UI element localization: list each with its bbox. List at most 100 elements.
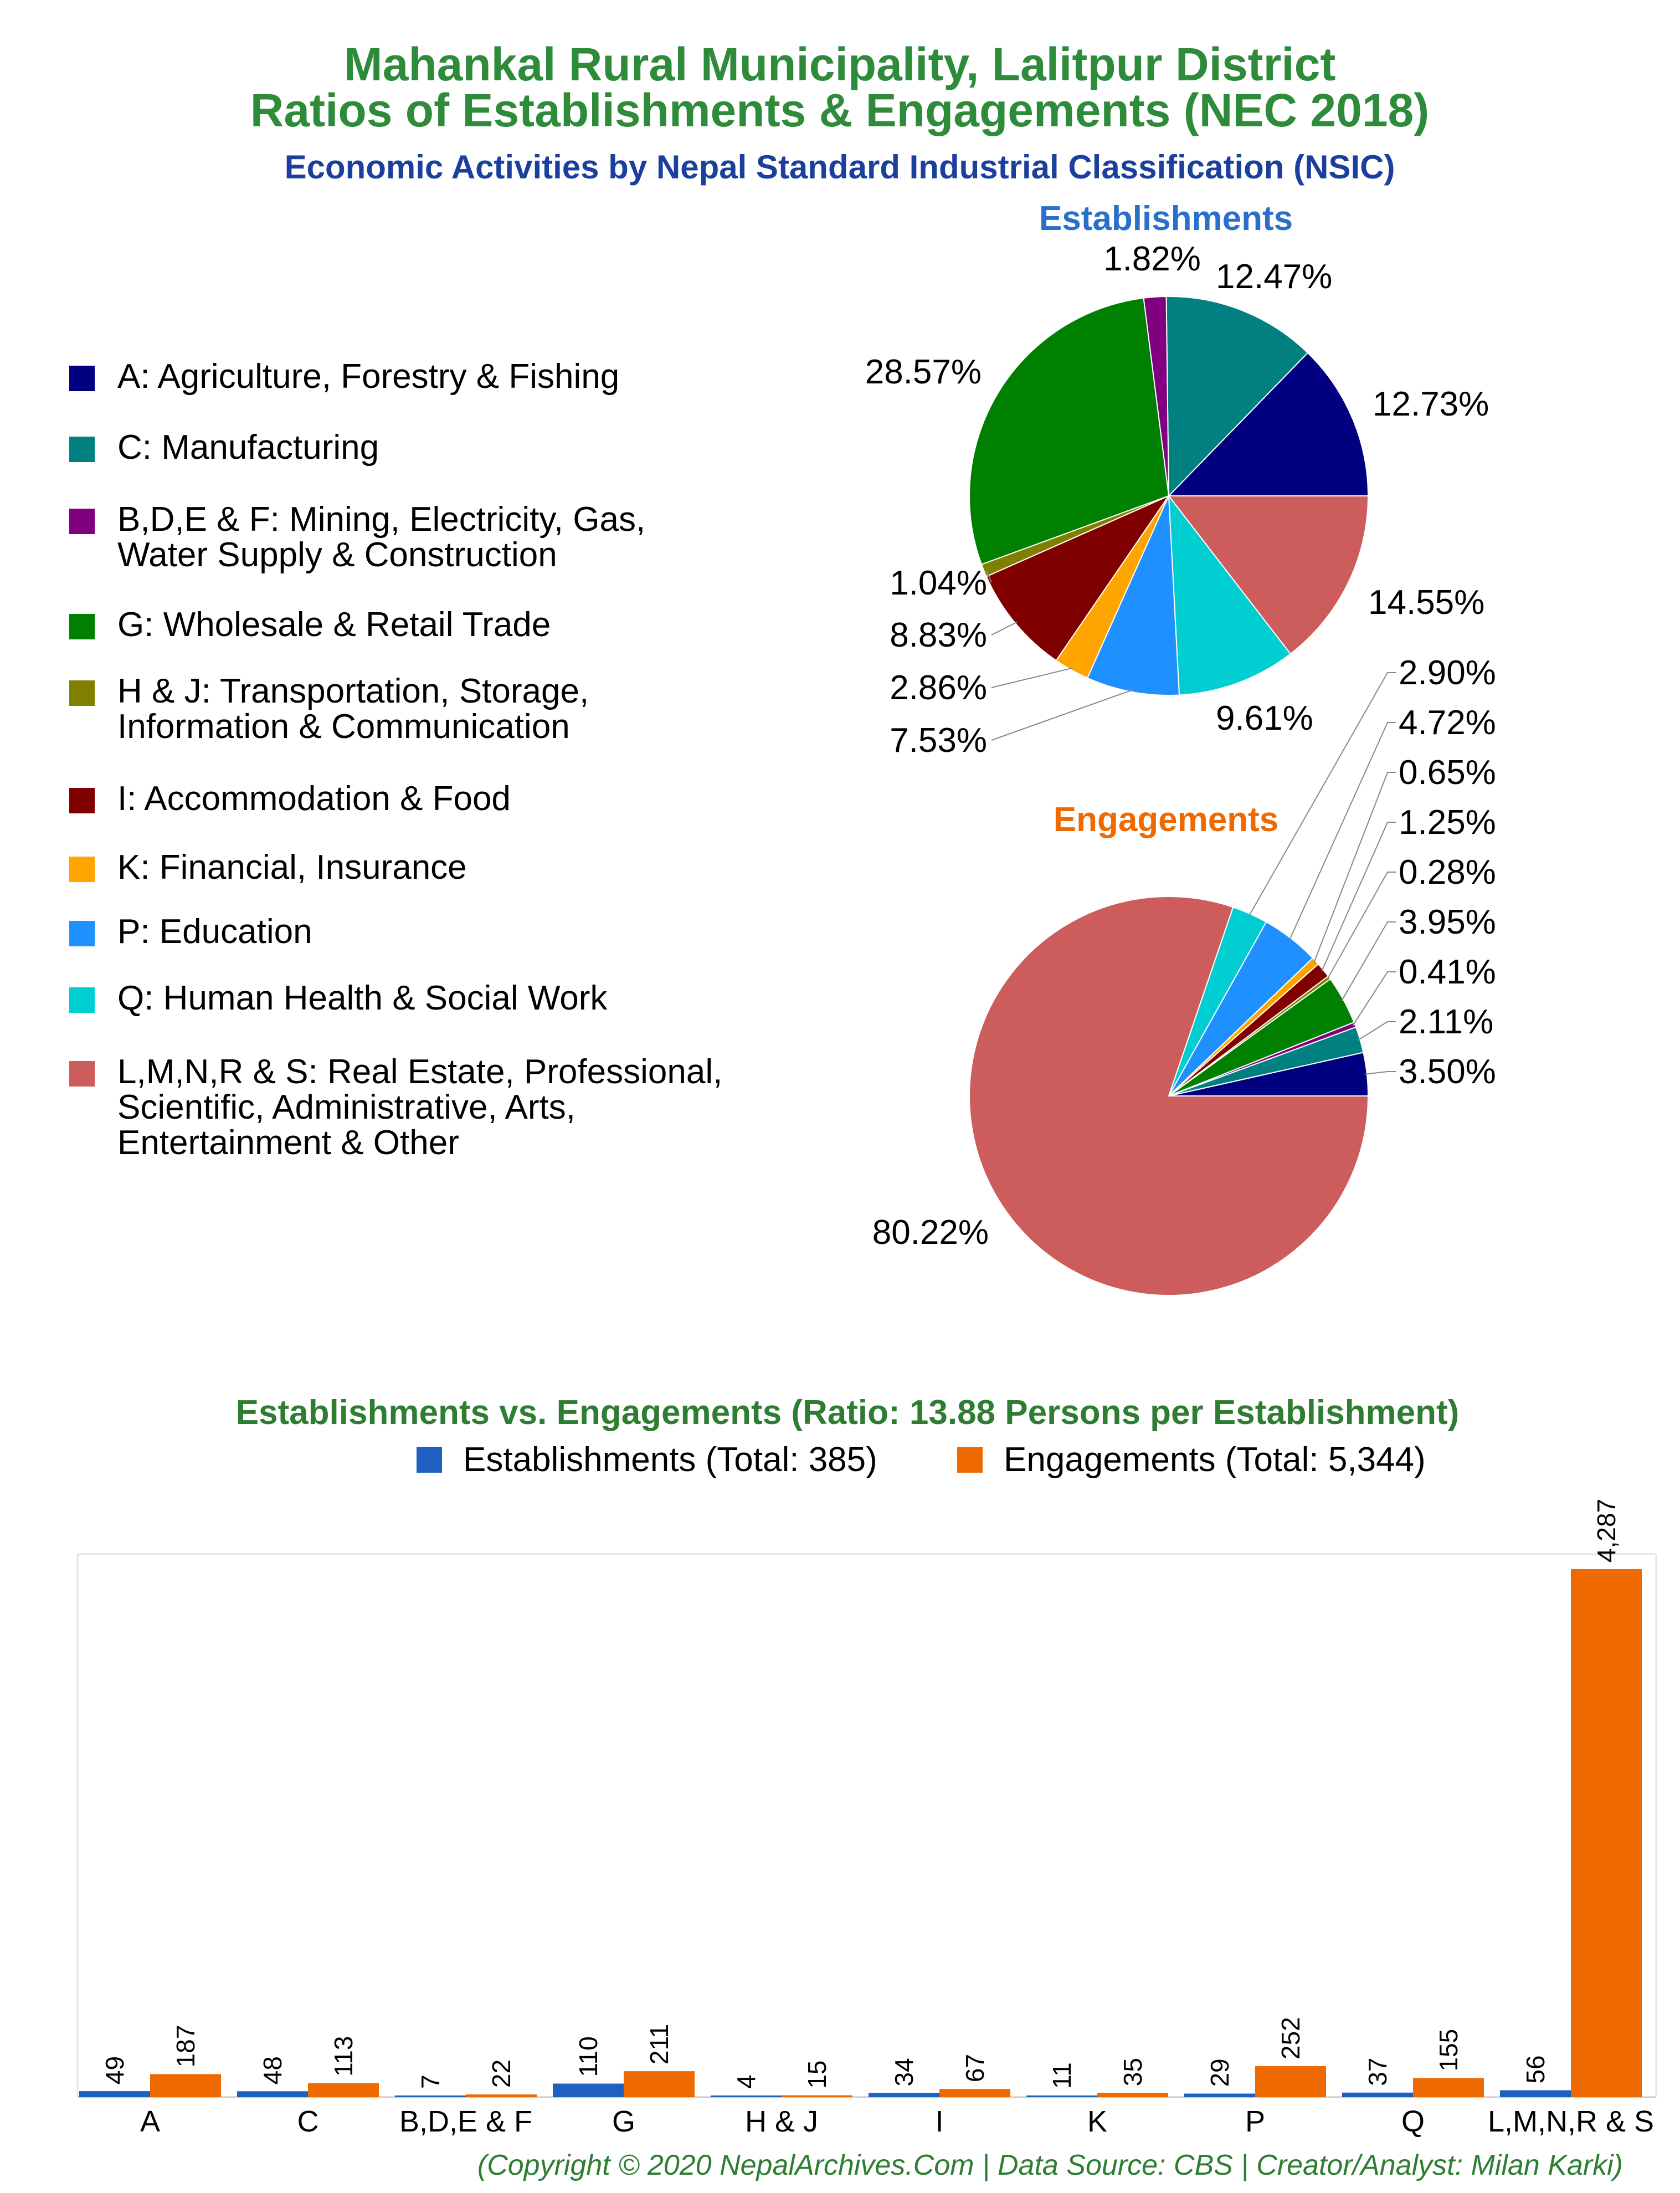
legend-swatch-c bbox=[69, 437, 95, 462]
legend-label-engagements: Engagements (Total: 5,344) bbox=[1004, 1441, 1426, 1479]
legend-label-p: P: Education bbox=[117, 913, 312, 951]
pie-slice-lmnrs bbox=[969, 896, 1369, 1296]
bar-establishments bbox=[395, 2095, 466, 2097]
legend-label-i: I: Accommodation & Food bbox=[117, 780, 511, 818]
pie-label-hj: 1.04% bbox=[890, 564, 987, 602]
x-tick-label: Q bbox=[1401, 2105, 1425, 2138]
legend-swatch-q bbox=[69, 987, 95, 1013]
x-tick-label: B,D,E & F bbox=[399, 2105, 532, 2138]
legend-label-establishments: Establishments (Total: 385) bbox=[463, 1441, 877, 1479]
pie-leader-line bbox=[1249, 672, 1396, 916]
legend-swatch-i bbox=[69, 788, 95, 813]
pie-label-bdef: 1.82% bbox=[1103, 240, 1201, 278]
pie-label-bdef: 0.41% bbox=[1399, 953, 1496, 991]
pie-label-lmnrs: 14.55% bbox=[1368, 583, 1484, 622]
bar-establishments bbox=[1184, 2093, 1255, 2097]
pie-label-hj: 0.28% bbox=[1399, 853, 1496, 891]
legend-label-c: C: Manufacturing bbox=[117, 428, 379, 467]
category-legend: A: Agriculture, Forestry & Fishing C: Man… bbox=[69, 357, 722, 1162]
bar-value-establishments: 56 bbox=[1521, 2055, 1550, 2083]
legend-swatch-bdef bbox=[69, 509, 95, 534]
pie-slice-p bbox=[1086, 495, 1180, 696]
pie-label-lmnrs: 80.22% bbox=[872, 1213, 989, 1252]
bar-value-establishments: 11 bbox=[1047, 2062, 1076, 2089]
engagements-pie-labels: 3.50% 2.11% 0.41% 3.95% 0.28% 1.25% 0.65% 4.72%… bbox=[872, 654, 1496, 1252]
bar-value-establishments: 37 bbox=[1363, 2058, 1392, 2086]
pie-slice-q bbox=[1168, 494, 1292, 696]
bar-value-establishments: 7 bbox=[416, 2074, 445, 2089]
bar-establishments bbox=[79, 2091, 150, 2097]
pie-leader-line bbox=[985, 569, 992, 583]
pie-label-k: 0.65% bbox=[1399, 754, 1496, 792]
bar-establishments bbox=[1500, 2090, 1571, 2097]
bar-engagements bbox=[624, 2071, 695, 2097]
title-line-1: Mahankal Rural Municipality, Lalitpur Di… bbox=[344, 38, 1336, 90]
pie-label-p: 4.72% bbox=[1399, 704, 1496, 742]
x-tick-label: A bbox=[140, 2105, 160, 2138]
bar-value-establishments: 110 bbox=[574, 2036, 603, 2077]
legend-swatch-hj bbox=[69, 680, 95, 706]
establishments-pie-title: Establishments bbox=[1039, 199, 1293, 238]
pie-label-c: 12.47% bbox=[1216, 258, 1332, 296]
bar-engagements bbox=[308, 2083, 379, 2097]
bar-establishments bbox=[711, 2095, 782, 2097]
legend-label-hj: H & J: Transportation, Storage, bbox=[117, 672, 589, 710]
bar-value-establishments: 34 bbox=[890, 2058, 918, 2086]
establishments-pie-chart bbox=[968, 296, 1369, 696]
bar-value-establishments: 48 bbox=[258, 2056, 287, 2084]
bar-engagements bbox=[1255, 2066, 1326, 2097]
bar-value-engagements: 35 bbox=[1118, 2058, 1147, 2086]
pie-label-p: 7.53% bbox=[890, 721, 987, 760]
pie-leader-line bbox=[1364, 1071, 1396, 1075]
pie-leader-line bbox=[1341, 921, 1396, 1002]
x-tick-label: C bbox=[297, 2105, 319, 2138]
pie-slice-g bbox=[968, 297, 1170, 566]
pie-leader-line bbox=[991, 621, 1018, 636]
bar-engagements bbox=[150, 2074, 221, 2097]
engagements-pie-title: Engagements bbox=[1054, 801, 1279, 839]
legend-label-g: G: Wholesale & Retail Trade bbox=[117, 606, 551, 644]
bar-establishments bbox=[1342, 2092, 1413, 2097]
x-tick-label: G bbox=[612, 2105, 635, 2138]
bar-engagements bbox=[782, 2095, 852, 2097]
bar-value-establishments: 49 bbox=[100, 2056, 129, 2084]
bar-engagements bbox=[1571, 1569, 1642, 2097]
legend-swatch-a bbox=[69, 366, 95, 391]
pie-label-g: 28.57% bbox=[865, 353, 982, 391]
bar-value-engagements: 211 bbox=[645, 2024, 674, 2064]
bar-value-engagements: 15 bbox=[803, 2060, 831, 2088]
x-tick-label: P bbox=[1245, 2105, 1265, 2138]
legend-label-bdef: B,D,E & F: Mining, Electricity, Gas, bbox=[117, 500, 645, 539]
bar-engagements bbox=[466, 2094, 537, 2097]
bar-value-engagements: 67 bbox=[960, 2054, 989, 2082]
pie-slice-a bbox=[1167, 352, 1369, 496]
bar-engagements bbox=[1097, 2093, 1168, 2097]
legend-swatch-p bbox=[69, 921, 95, 946]
pie-leader-line bbox=[1289, 722, 1396, 940]
pie-slice-c bbox=[1165, 296, 1309, 498]
bar-value-engagements: 22 bbox=[487, 2059, 516, 2088]
pie-label-g: 3.95% bbox=[1399, 903, 1496, 941]
bar-value-establishments: 29 bbox=[1205, 2058, 1234, 2087]
legend-swatch-establishments bbox=[417, 1447, 442, 1473]
pie-leader-line bbox=[1313, 772, 1396, 963]
pie-leader-line bbox=[991, 689, 1133, 741]
bar-value-engagements: 113 bbox=[329, 2036, 358, 2077]
legend-swatch-lmnrs bbox=[69, 1061, 95, 1087]
pie-label-i: 8.83% bbox=[890, 616, 987, 654]
pie-label-i: 1.25% bbox=[1399, 803, 1496, 842]
subtitle: Economic Activities by Nepal Standard In… bbox=[285, 148, 1395, 186]
bar-engagements bbox=[939, 2089, 1010, 2097]
bar-value-engagements: 4,287 bbox=[1592, 1499, 1621, 1562]
pie-leader-line bbox=[1327, 872, 1396, 980]
legend-label-lmnrs: Scientific, Administrative, Arts, bbox=[117, 1088, 576, 1126]
title-line-2: Ratios of Establishments & Engagements (… bbox=[250, 84, 1430, 136]
pie-leader-line bbox=[1352, 971, 1396, 1026]
legend-label-k: K: Financial, Insurance bbox=[117, 848, 467, 887]
bar-establishments bbox=[553, 2083, 624, 2097]
legend-swatch-g bbox=[69, 614, 95, 639]
copyright-note: (Copyright © 2020 NepalArchives.Com | Da… bbox=[477, 2149, 1623, 2181]
bar-chart: 49 187 A 48 113 C 7 22 B,D,E & F 110 211 G 4 15 H & J 3… bbox=[79, 1499, 1654, 2138]
bar-engagements bbox=[1413, 2078, 1484, 2097]
